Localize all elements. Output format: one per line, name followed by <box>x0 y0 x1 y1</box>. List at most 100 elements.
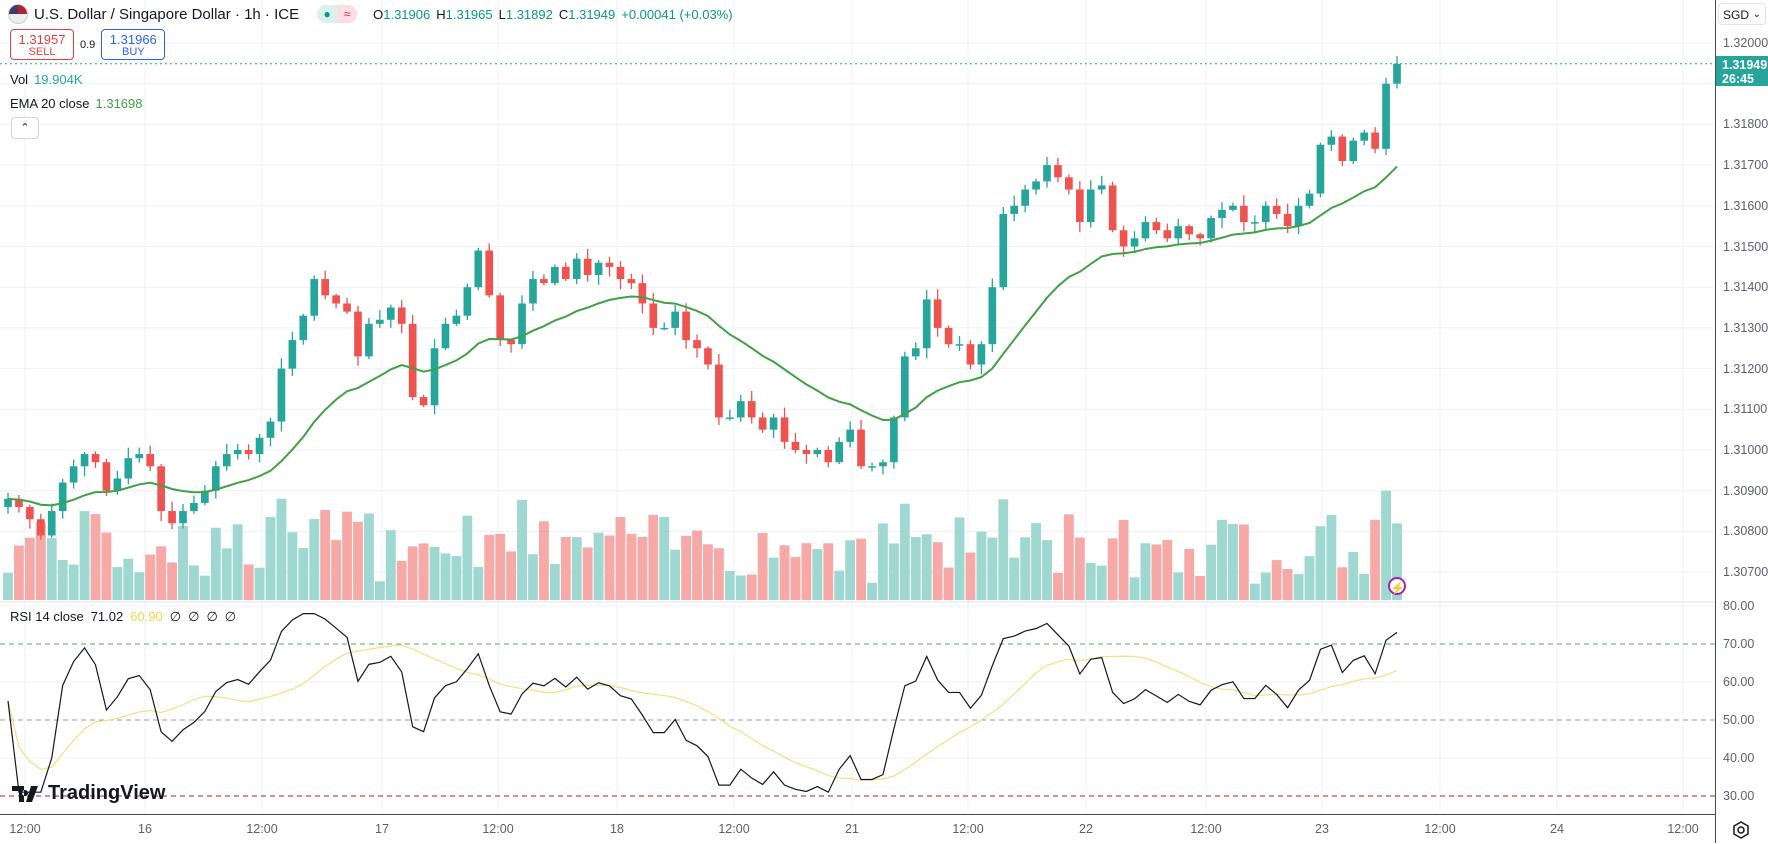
price-axis[interactable] <box>1715 0 1768 843</box>
time-axis-label: 12:00 <box>952 822 984 836</box>
candle-body <box>955 344 964 346</box>
candle-body <box>1119 230 1128 247</box>
volume-bar <box>320 510 331 600</box>
price-axis-label: 1.31700 <box>1723 158 1768 173</box>
settings-gear-icon[interactable] <box>1731 820 1751 840</box>
volume-bar <box>659 516 670 600</box>
ema-20-line <box>7 165 1398 507</box>
volume-bar <box>517 499 527 600</box>
candle-body <box>1393 63 1401 84</box>
volume-bar <box>856 538 867 600</box>
candle-body <box>277 368 286 422</box>
currency-select[interactable]: SGD ⌄ <box>1718 3 1766 25</box>
candle-body <box>1349 140 1358 162</box>
volume-bar <box>867 582 877 600</box>
rsi-axis-label: 50.00 <box>1723 713 1755 727</box>
rsi-extra-value: ∅ <box>224 609 237 624</box>
price-axis-label: 1.31800 <box>1723 117 1768 132</box>
candle-body <box>747 401 756 418</box>
candle-body <box>1130 238 1139 247</box>
volume-bar <box>396 560 407 600</box>
candle-body <box>1207 218 1215 239</box>
ema-value: 1.31698 <box>95 96 143 111</box>
collapse-legend-button[interactable]: ⌃ <box>11 117 39 139</box>
chart-canvas[interactable] <box>0 0 1715 814</box>
price-axis-label: 1.30800 <box>1723 524 1768 539</box>
volume-legend[interactable]: Vol 19.904K <box>10 72 83 87</box>
low-value: 1.31892 <box>505 6 553 22</box>
chevron-up-icon: ⌃ <box>20 122 30 134</box>
candle-body <box>813 450 822 455</box>
high-label: H <box>436 6 446 22</box>
time-axis-label: 16 <box>138 822 152 836</box>
candle-body <box>736 401 745 418</box>
candle-body <box>1086 189 1095 223</box>
symbol-title[interactable]: U.S. Dollar / Singapore Dollar · 1h · IC… <box>34 5 300 23</box>
tradingview-logo[interactable]: TradingView <box>12 782 165 805</box>
time-axis-label: 17 <box>375 822 389 836</box>
volume-bar <box>221 548 232 600</box>
volume-bar <box>451 556 462 600</box>
volume-bar <box>374 581 385 600</box>
buy-button[interactable]: 1.31966 BUY <box>101 29 166 60</box>
candle-body <box>15 498 23 507</box>
volume-bar <box>1173 572 1184 600</box>
volume-bar <box>429 546 440 600</box>
volume-bar <box>134 572 145 600</box>
candle-body <box>901 356 909 418</box>
volume-bar <box>538 521 549 600</box>
volume-bar <box>462 515 473 600</box>
ema-legend[interactable]: EMA 20 close 1.31698 <box>10 96 143 111</box>
candle-body <box>1097 185 1106 190</box>
volume-bar <box>298 547 309 600</box>
candle-body <box>944 327 953 345</box>
volume-bar <box>24 537 35 600</box>
price-axis-label: 1.30700 <box>1723 565 1768 580</box>
candle-body <box>594 262 603 275</box>
candle-body <box>321 279 330 296</box>
volume-bar <box>987 537 998 600</box>
volume-bar <box>331 539 342 600</box>
candle-body <box>540 279 548 284</box>
candle-body <box>1305 193 1314 206</box>
volume-bar <box>35 522 46 600</box>
volume-bar <box>156 546 167 600</box>
candle-body <box>857 429 865 467</box>
volume-bar <box>943 567 954 600</box>
volume-bar <box>626 533 637 600</box>
status-pill[interactable]: ● ≈ <box>317 5 358 23</box>
volume-bar <box>812 549 823 600</box>
lightning-icon[interactable]: ⚡ <box>1388 577 1406 595</box>
candle-body <box>1338 136 1347 162</box>
time-axis-label: 18 <box>610 822 624 836</box>
candle-body <box>890 417 898 463</box>
candle-body <box>1250 222 1259 224</box>
volume-bar <box>648 514 659 600</box>
volume-bar <box>1184 548 1195 600</box>
candle-body <box>1272 205 1281 214</box>
candle-body <box>211 466 220 491</box>
rsi-ma-value: 60.90 <box>130 609 163 624</box>
candle-body <box>124 458 133 479</box>
volume-bar <box>1129 577 1140 600</box>
candle-body <box>1108 185 1117 231</box>
candle-body <box>135 454 144 459</box>
time-axis[interactable] <box>0 814 1715 844</box>
price-axis-label: 1.31100 <box>1723 402 1768 417</box>
volume-bar <box>560 536 571 600</box>
volume-bar <box>1020 537 1031 600</box>
candle-body <box>102 462 111 491</box>
candle-body <box>1032 181 1040 190</box>
rsi-axis-label: 60.00 <box>1723 675 1755 689</box>
price-axis-label: 1.31500 <box>1723 239 1768 254</box>
time-axis-label: 23 <box>1315 822 1329 836</box>
volume-bar <box>68 564 79 600</box>
rsi-legend[interactable]: RSI 14 close 71.02 60.90 ∅ ∅ ∅ ∅ <box>10 609 236 625</box>
volume-bar <box>265 516 276 600</box>
candle-body <box>1240 205 1248 223</box>
volume-bar <box>112 567 123 600</box>
candle-body <box>791 441 800 450</box>
volume-bar <box>1085 562 1096 600</box>
volume-bar <box>309 518 320 600</box>
sell-button[interactable]: 1.31957 SELL <box>10 29 74 60</box>
